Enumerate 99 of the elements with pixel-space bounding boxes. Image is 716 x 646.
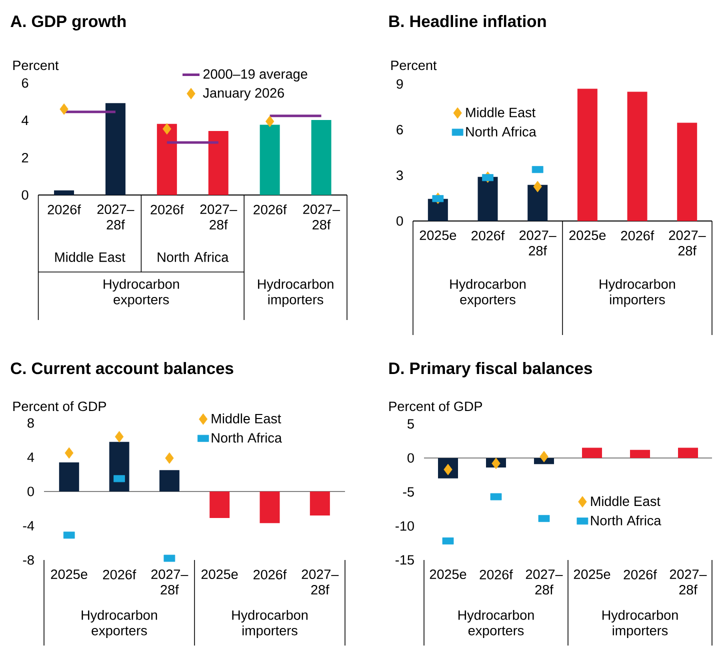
y-axis-title: Percent bbox=[13, 60, 59, 70]
legend-label: Middle East bbox=[591, 496, 660, 506]
point bbox=[60, 103, 68, 115]
bar bbox=[208, 130, 228, 195]
y-tick-label: 4 bbox=[27, 452, 34, 462]
x-tick-label: 2026f bbox=[480, 570, 513, 580]
x-tick-label: 2027–28f bbox=[302, 570, 339, 595]
y-tick-label: -4 bbox=[23, 521, 34, 530]
text: Middle East bbox=[55, 252, 126, 262]
x-tick-label: 2027–28f bbox=[670, 570, 707, 595]
bar bbox=[678, 448, 698, 458]
text: Hydrocarbon importers bbox=[232, 610, 308, 638]
y-tick-label: 8 bbox=[28, 418, 34, 428]
y-axis-title: Percent of GDP bbox=[389, 401, 482, 412]
x-tick-label: 2027–28f bbox=[519, 230, 556, 256]
bar bbox=[582, 448, 602, 458]
bar bbox=[260, 124, 280, 195]
bar bbox=[54, 190, 74, 195]
y-tick-label: 2 bbox=[22, 152, 28, 162]
bar bbox=[528, 184, 548, 221]
y-tick-label: 0 bbox=[28, 486, 34, 496]
legend-label: January 2026 bbox=[202, 88, 284, 100]
y-axis-title: Percent bbox=[391, 60, 437, 70]
x-tick-label: 2026f bbox=[621, 230, 654, 240]
x-tick-label: 2026f bbox=[254, 570, 287, 580]
x-tick-label: 2027–28f bbox=[151, 570, 188, 595]
bar bbox=[159, 470, 180, 492]
y-tick-label: -15 bbox=[396, 555, 414, 565]
x-tick-label: 2025e bbox=[569, 230, 606, 240]
point bbox=[162, 123, 172, 135]
y-tick-label: 0 bbox=[396, 216, 403, 226]
text: Hydrocarbon importers bbox=[258, 278, 334, 308]
legend-label: 2000–19 average bbox=[203, 69, 308, 82]
bar bbox=[105, 103, 126, 195]
y-axis-title: Percent of GDP bbox=[13, 401, 106, 412]
legend-label: Middle East bbox=[212, 413, 282, 424]
text: Hydrocarbon importers bbox=[602, 610, 678, 638]
y-tick-label: 5 bbox=[408, 419, 414, 429]
x-tick-label: 2026f bbox=[624, 570, 657, 580]
bar bbox=[428, 198, 448, 221]
text: North Africa bbox=[158, 252, 229, 262]
bar bbox=[311, 120, 332, 195]
legend-label: North Africa bbox=[591, 515, 662, 526]
x-tick-label: 2027–28f bbox=[526, 570, 563, 595]
x-tick-label: 2025e bbox=[430, 570, 466, 580]
x-tick-label: 2025e bbox=[201, 570, 238, 580]
text: Hydrocarbon exporters bbox=[450, 278, 526, 308]
text: Hydrocarbon exporters bbox=[104, 278, 179, 308]
chart-title: A. GDP growth bbox=[10, 15, 126, 30]
x-tick-label: 2026f bbox=[103, 570, 136, 580]
chart-title: C. Current account balances bbox=[10, 362, 234, 374]
bar bbox=[59, 462, 80, 492]
point bbox=[540, 450, 548, 462]
x-tick-label: 2027–28f bbox=[97, 204, 134, 230]
bar bbox=[156, 124, 177, 195]
x-tick-label: 2027–28f bbox=[303, 204, 340, 230]
point bbox=[492, 458, 500, 470]
x-tick-label: 2027–28f bbox=[668, 230, 706, 256]
bar bbox=[109, 442, 130, 492]
point bbox=[64, 447, 74, 459]
y-tick-label: 0 bbox=[22, 190, 28, 200]
legend-label: North Africa bbox=[466, 126, 536, 137]
text: Hydrocarbon importers bbox=[600, 278, 675, 308]
y-tick-label: 3 bbox=[396, 170, 403, 180]
x-tick-label: 2025e bbox=[420, 230, 456, 240]
x-tick-label: 2027–28f bbox=[200, 204, 238, 230]
point bbox=[266, 116, 274, 128]
bar bbox=[630, 450, 650, 458]
bar bbox=[210, 491, 230, 518]
bar bbox=[677, 122, 698, 221]
text: Hydrocarbon exporters bbox=[458, 610, 534, 638]
y-tick-label: -8 bbox=[23, 555, 34, 565]
y-tick-label: -10 bbox=[396, 521, 414, 531]
y-tick-label: 4 bbox=[22, 116, 28, 125]
bar bbox=[478, 176, 498, 221]
y-tick-label: 0 bbox=[408, 453, 414, 463]
chart-title: B. Headline inflation bbox=[389, 15, 546, 28]
point bbox=[114, 430, 124, 442]
y-tick-label: 9 bbox=[396, 79, 403, 89]
legend-label: North Africa bbox=[212, 432, 282, 443]
y-tick-label: 6 bbox=[22, 78, 28, 88]
x-tick-label: 2026f bbox=[254, 204, 287, 214]
point bbox=[533, 180, 542, 192]
y-tick-label: -5 bbox=[403, 487, 414, 497]
x-tick-label: 2025e bbox=[50, 570, 88, 580]
bar bbox=[577, 88, 598, 221]
y-tick-label: 6 bbox=[396, 124, 403, 134]
point bbox=[165, 452, 174, 464]
bar bbox=[310, 491, 330, 516]
legend-label: Middle East bbox=[466, 107, 536, 118]
x-tick-label: 2026f bbox=[472, 230, 505, 240]
chart-title: D. Primary fiscal balances bbox=[389, 362, 592, 378]
x-tick-label: 2026f bbox=[48, 204, 81, 214]
text: Hydrocarbon exporters bbox=[82, 610, 158, 638]
bar bbox=[627, 92, 648, 221]
x-tick-label: 2026f bbox=[150, 204, 184, 214]
x-tick-label: 2025e bbox=[574, 570, 610, 580]
point bbox=[444, 464, 452, 476]
bar bbox=[260, 491, 280, 524]
